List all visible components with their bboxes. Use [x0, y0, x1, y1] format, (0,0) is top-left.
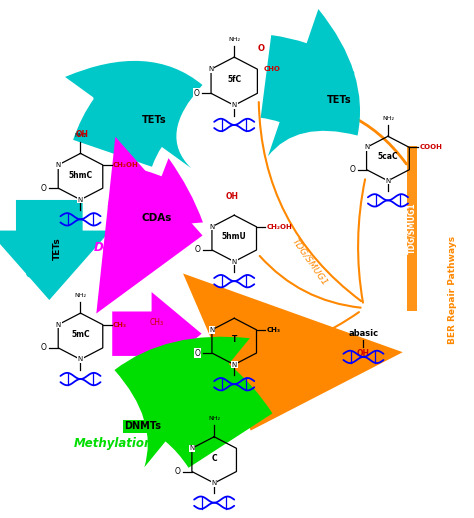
- Text: CHO: CHO: [263, 66, 280, 73]
- Text: OH: OH: [357, 349, 370, 358]
- Text: N: N: [232, 103, 237, 108]
- Text: O: O: [41, 343, 47, 352]
- Text: NH₂: NH₂: [208, 416, 220, 421]
- Text: Oxidation: Oxidation: [292, 68, 356, 81]
- Text: O: O: [349, 165, 355, 174]
- Text: O: O: [175, 467, 181, 476]
- Text: TETs: TETs: [327, 95, 351, 105]
- Text: NH₂: NH₂: [74, 293, 86, 298]
- Text: O: O: [41, 184, 47, 193]
- Text: 5hmU: 5hmU: [222, 233, 246, 241]
- Text: C: C: [211, 454, 217, 463]
- Text: CH₂OH: CH₂OH: [267, 224, 292, 230]
- Text: NH₂: NH₂: [228, 37, 240, 41]
- Text: N: N: [364, 145, 369, 150]
- Text: CH₃: CH₃: [267, 327, 281, 333]
- Text: NH₂: NH₂: [382, 116, 394, 121]
- Text: COOH: COOH: [419, 145, 442, 150]
- Text: BER Repair Pathways: BER Repair Pathways: [448, 236, 457, 344]
- Text: TETs: TETs: [142, 115, 166, 125]
- Text: N: N: [55, 322, 61, 328]
- Text: TDG/SMUG1: TDG/SMUG1: [291, 236, 329, 287]
- Text: CH₂OH: CH₂OH: [113, 162, 139, 168]
- Text: N: N: [189, 445, 194, 451]
- Text: N: N: [210, 224, 215, 230]
- Text: O: O: [257, 44, 264, 53]
- Text: N: N: [232, 258, 237, 265]
- Text: T: T: [231, 335, 237, 344]
- Text: Oxidation: Oxidation: [93, 92, 157, 105]
- Text: O: O: [195, 349, 201, 357]
- Text: Oxidation: Oxidation: [27, 221, 36, 277]
- Text: 5caC: 5caC: [378, 152, 398, 162]
- Text: TETs: TETs: [53, 237, 62, 260]
- Text: O: O: [194, 89, 200, 98]
- Text: NH₂: NH₂: [74, 133, 86, 138]
- Text: 5mC: 5mC: [71, 330, 90, 339]
- Text: abasic: abasic: [348, 329, 379, 338]
- Text: N: N: [78, 356, 83, 363]
- Polygon shape: [407, 146, 417, 310]
- Text: 5hmC: 5hmC: [68, 170, 92, 180]
- Text: N: N: [78, 197, 83, 203]
- Text: N: N: [209, 66, 214, 72]
- Text: 5fC: 5fC: [227, 75, 241, 84]
- Text: N: N: [55, 162, 61, 168]
- Text: DNMTs: DNMTs: [124, 421, 161, 431]
- Text: TDG/SMUG1: TDG/SMUG1: [407, 202, 416, 254]
- Text: N: N: [210, 327, 215, 333]
- Text: OH: OH: [75, 130, 88, 139]
- Text: CH₃: CH₃: [113, 322, 127, 328]
- Text: N: N: [211, 480, 217, 486]
- Text: Deamination: Deamination: [94, 241, 178, 254]
- Text: Methylation: Methylation: [74, 437, 154, 450]
- Text: OH: OH: [226, 192, 238, 201]
- Text: N: N: [232, 362, 237, 368]
- Text: O: O: [195, 246, 201, 254]
- Text: CH₃: CH₃: [149, 318, 164, 327]
- Text: N: N: [385, 178, 391, 184]
- Text: CDAs: CDAs: [141, 213, 172, 223]
